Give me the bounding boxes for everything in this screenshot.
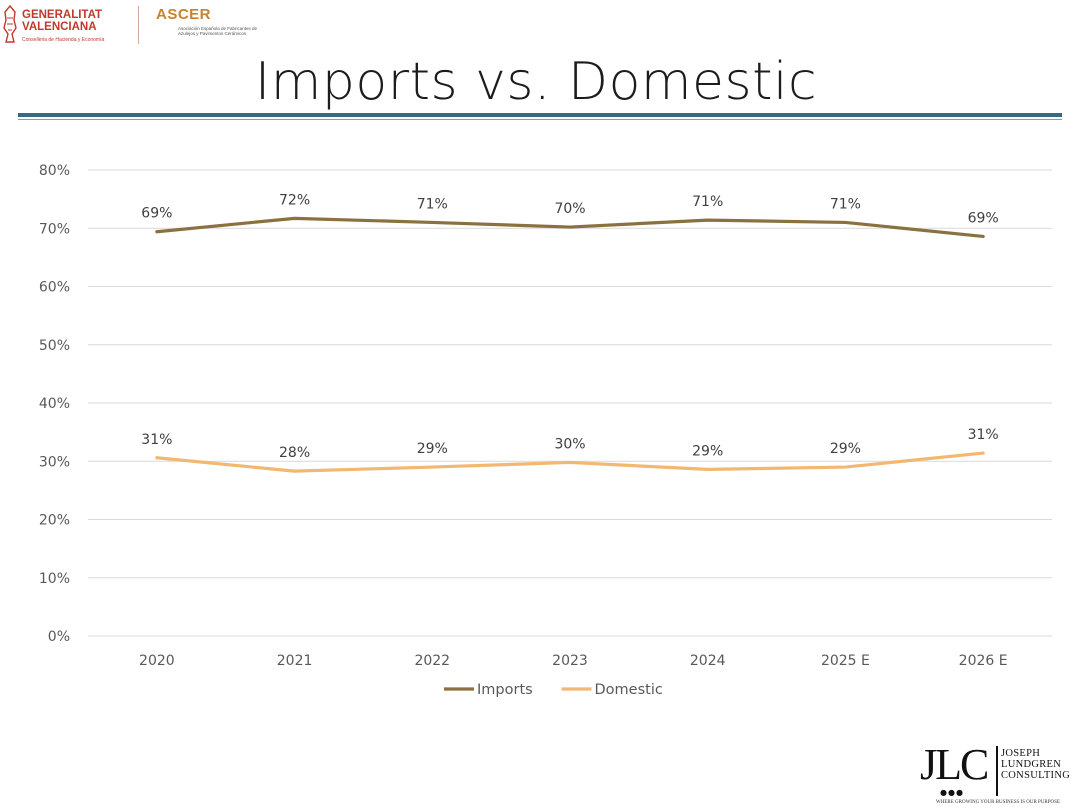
generalitat-logo: GENERALITAT VALENCIANA Conselleria de Ha… [0, 0, 140, 48]
x-tick-label: 2025 E [821, 653, 870, 669]
data-label-imports: 69% [968, 210, 999, 226]
data-label-domestic: 28% [279, 445, 310, 461]
jlc-name-line1: JOSEPH [1001, 748, 1041, 759]
generalitat-subtitle: Conselleria de Hacienda y Economía [22, 37, 105, 43]
x-tick-label: 2021 [277, 653, 313, 669]
y-tick-label: 80% [39, 163, 70, 179]
y-tick-label: 50% [39, 338, 70, 354]
legend-label-domestic: Domestic [595, 682, 663, 698]
legend-label-imports: Imports [477, 682, 533, 698]
series-line-imports [155, 216, 985, 239]
x-tick-label: 2023 [552, 653, 588, 669]
y-tick-label: 10% [39, 571, 70, 587]
ascer-subtitle: Asociación Española de Fabricantes de Az… [178, 26, 258, 37]
x-axis-ticks: 2020 2021 2022 2023 2024 2025 E 2026 E [139, 653, 1008, 669]
series-lines [155, 216, 985, 473]
title-rule-thick [18, 113, 1062, 117]
data-labels: 69% 72% 71% 70% 71% 71% 69% 31% 28% 29% 30% 29% 29% 3… [141, 192, 998, 461]
y-tick-label: 70% [39, 221, 70, 237]
jlc-name-line3: CONSULTING [1001, 770, 1071, 781]
jlc-logo: JLC ●●● JOSEPH LUNDGREN CONSULTING WHERE… [918, 742, 1078, 808]
jlc-divider [996, 746, 998, 796]
x-tick-label: 2026 E [959, 653, 1008, 669]
y-tick-label: 20% [39, 513, 70, 529]
y-tick-label: 60% [39, 280, 70, 296]
generalitat-name-line2: VALENCIANA [22, 21, 97, 33]
y-tick-label: 30% [39, 454, 70, 470]
y-tick-label: 40% [39, 396, 70, 412]
jlc-monogram: JLC [920, 740, 989, 789]
data-label-domestic: 31% [968, 427, 999, 443]
gridlines [88, 169, 1052, 637]
jlc-name-line2: LUNDGREN [1001, 759, 1062, 770]
title-rule-thin [18, 119, 1062, 120]
data-label-domestic: 30% [554, 436, 585, 452]
data-label-imports: 71% [830, 196, 861, 212]
data-label-domestic: 29% [417, 441, 448, 457]
data-label-imports: 69% [141, 206, 172, 222]
data-label-imports: 71% [417, 196, 448, 212]
generalitat-name-line1: GENERALITAT [22, 9, 103, 21]
y-axis-ticks: 0% 10% 20% 30% 40% 50% 60% 70% 80% [39, 163, 70, 645]
data-label-imports: 70% [554, 201, 585, 217]
x-tick-label: 2024 [690, 653, 726, 669]
logo-divider [138, 6, 139, 44]
data-label-imports: 72% [279, 192, 310, 208]
jlc-tagline: WHERE GROWING YOUR BUSINESS IS OUR PURPO… [936, 800, 1060, 805]
x-tick-label: 2020 [139, 653, 175, 669]
data-label-domestic: 29% [692, 443, 723, 459]
legend: Imports Domestic [444, 682, 663, 698]
slide-title: Imports vs. Domestic [254, 52, 818, 112]
x-tick-label: 2022 [414, 653, 450, 669]
data-label-imports: 71% [692, 194, 723, 210]
ascer-logo: ASCER Asociación Española de Fabricantes… [156, 6, 258, 46]
data-label-domestic: 31% [141, 432, 172, 448]
jlc-dots-icon: ●●● [940, 788, 964, 797]
generalitat-crest-icon [3, 4, 17, 43]
y-tick-label: 0% [48, 629, 70, 645]
data-label-domestic: 29% [830, 441, 861, 457]
ascer-wordmark: ASCER [156, 6, 212, 23]
